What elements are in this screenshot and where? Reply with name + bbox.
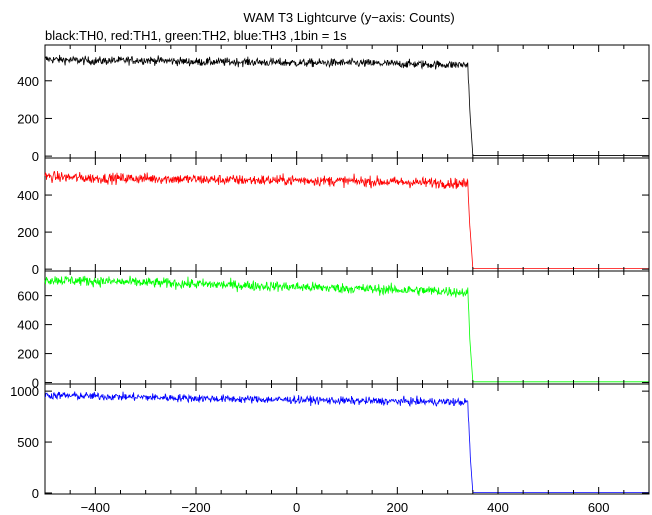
chart-title: WAM T3 Lightcurve (y−axis: Counts) — [243, 10, 454, 25]
y-tick-label: 200 — [17, 111, 39, 126]
y-tick-label: 200 — [17, 225, 39, 240]
x-tick-label: −200 — [181, 500, 210, 515]
y-tick-label: 1000 — [10, 384, 39, 399]
series-line-th1 — [44, 170, 649, 269]
y-tick-label: 500 — [17, 435, 39, 450]
panel-frame — [44, 157, 650, 272]
series-line-th2 — [44, 275, 649, 383]
y-tick-label: 400 — [17, 318, 39, 333]
series-line-th0 — [44, 54, 649, 156]
series-line-th3 — [44, 391, 649, 493]
x-tick-label: 200 — [386, 500, 408, 515]
x-tick-label: 0 — [293, 500, 300, 515]
y-tick-label: 0 — [32, 486, 39, 501]
panel-th0: 0 200 400 — [17, 44, 650, 164]
y-tick-label: 0 — [32, 149, 39, 164]
chart-subtitle: black:TH0, red:TH1, green:TH2, blue:TH3 … — [45, 28, 347, 43]
y-tick-label: 400 — [17, 188, 39, 203]
x-tick-label: −400 — [81, 500, 110, 515]
y-tick-label: 400 — [17, 74, 39, 89]
y-tick-label: 600 — [17, 289, 39, 304]
panel-th2: 0 200 400 600 — [17, 270, 650, 391]
y-tick-label: 0 — [32, 262, 39, 277]
panel-th1: 0 200 400 — [17, 157, 650, 277]
y-tick-label: 0 — [32, 376, 39, 391]
x-tick-label: 400 — [487, 500, 509, 515]
y-tick-label: 200 — [17, 347, 39, 362]
x-tick-label: 600 — [588, 500, 610, 515]
panels: 0 200 400 0 200 400 0 200 400 600 0 500 1000 −400 −200… — [10, 44, 650, 515]
panel-th3: 0 500 1000 — [10, 383, 650, 501]
